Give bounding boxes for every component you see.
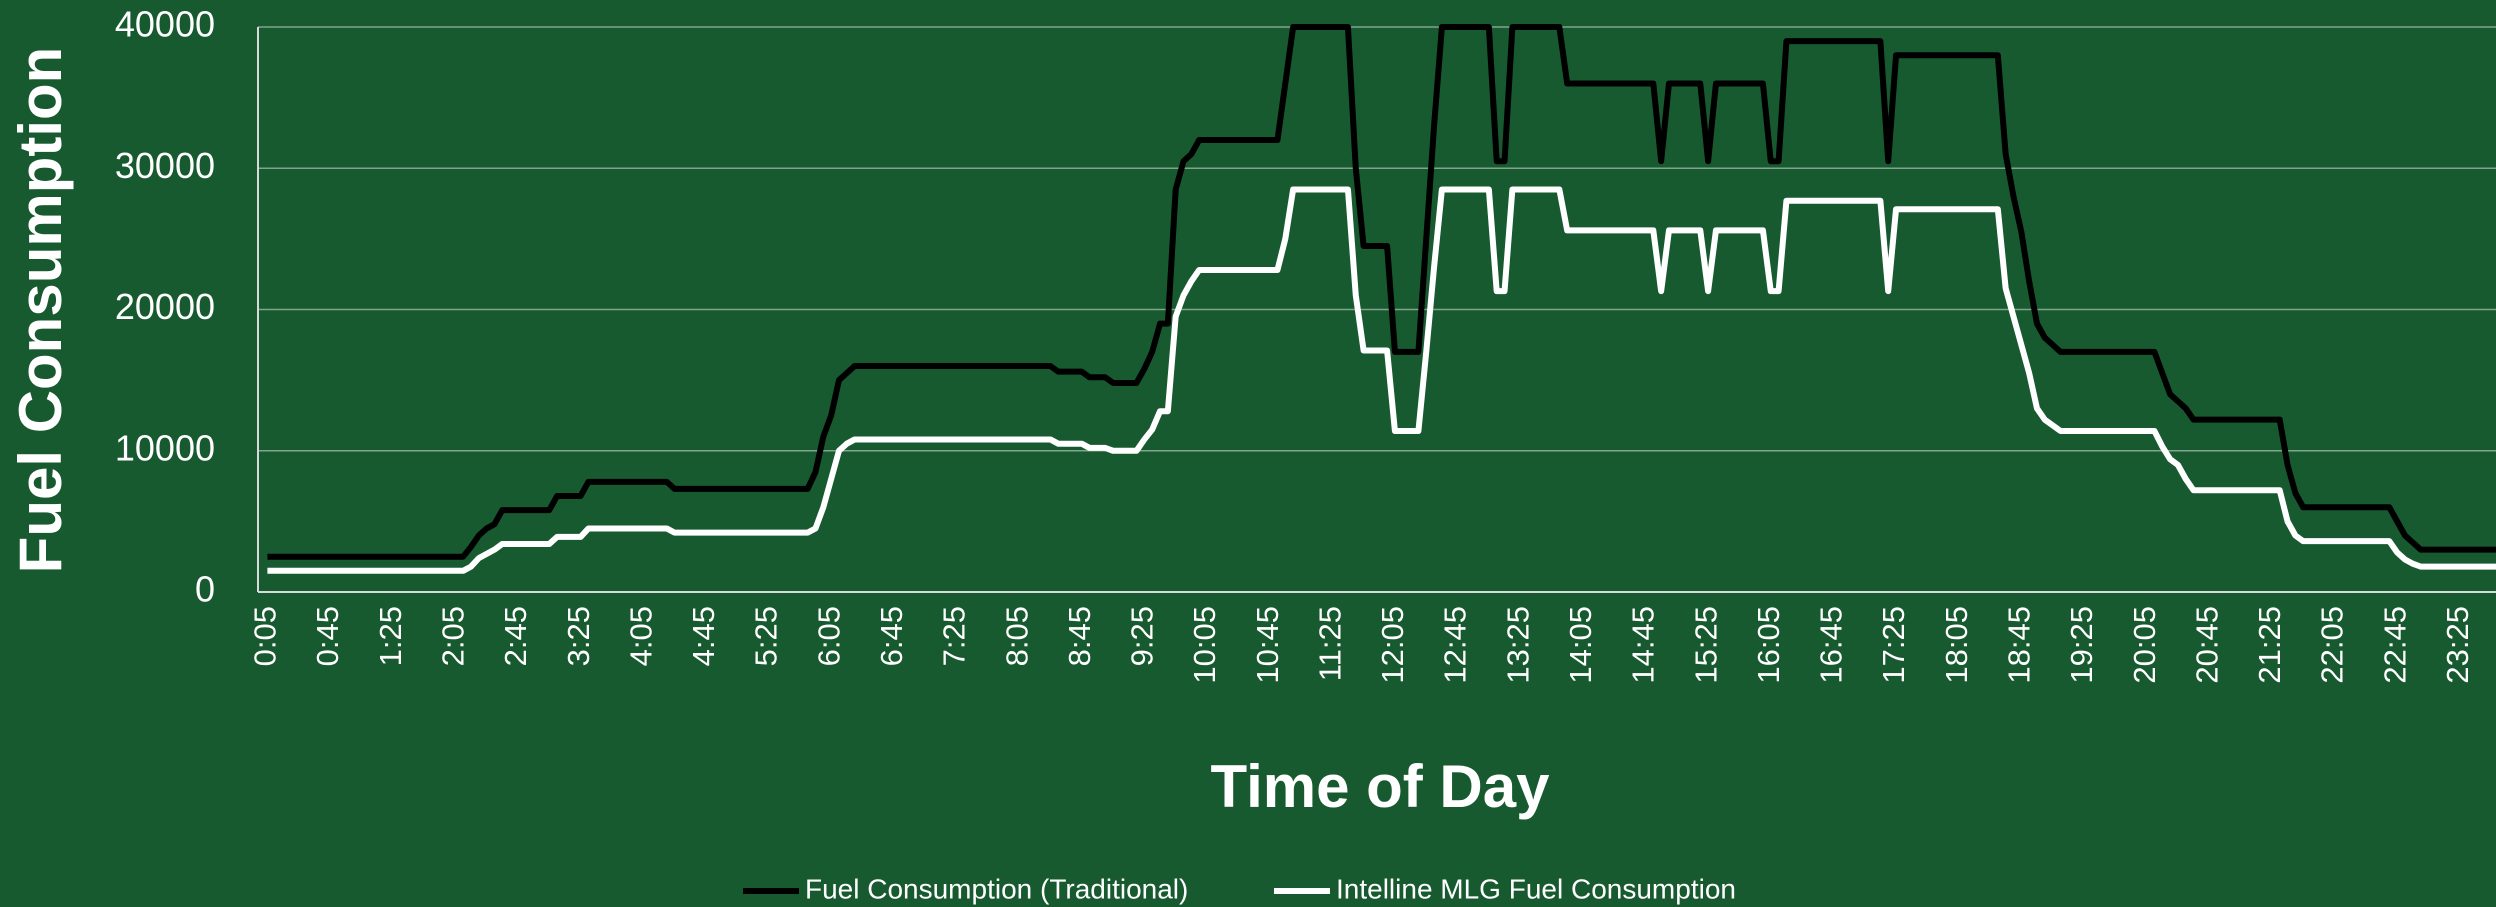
x-tick-label: 6:05 xyxy=(811,606,846,666)
x-tick-label: 11:25 xyxy=(1312,606,1347,681)
x-tick-label: 4:05 xyxy=(623,606,658,666)
x-tick-label: 10:45 xyxy=(1250,606,1285,684)
x-tick-label: 20:05 xyxy=(2127,606,2162,684)
x-tick-label: 5:25 xyxy=(749,606,784,666)
legend-label: Intelline MLG Fuel Consumption xyxy=(1336,873,1736,904)
x-tick-label: 7:25 xyxy=(937,606,972,666)
x-tick-label: 0:45 xyxy=(310,606,345,666)
x-axis-title: Time of Day xyxy=(1211,753,1551,820)
y-tick-label: 30000 xyxy=(115,145,215,186)
x-tick-label: 3:25 xyxy=(561,606,596,666)
x-tick-label: 12:45 xyxy=(1438,606,1473,684)
x-tick-label: 16:45 xyxy=(1814,606,1849,684)
x-tick-label: 16:05 xyxy=(1751,606,1786,684)
x-tick-label: 14:05 xyxy=(1563,606,1598,684)
x-tick-label: 23:25 xyxy=(2440,606,2475,684)
x-tick-label: 15:25 xyxy=(1688,606,1723,684)
x-tick-label: 4:45 xyxy=(686,606,721,666)
x-tick-label: 14:45 xyxy=(1626,606,1661,684)
x-tick-label: 1:25 xyxy=(373,606,408,666)
x-tick-label: 22:05 xyxy=(2315,606,2350,684)
data-line xyxy=(267,24,2496,560)
x-tick-label: 18:45 xyxy=(2002,606,2037,684)
x-tick-label: 9:25 xyxy=(1125,606,1160,666)
x-tick-label: 21:25 xyxy=(2252,606,2287,684)
x-tick-label: 10:05 xyxy=(1187,606,1222,684)
y-tick-label: 20000 xyxy=(115,286,215,327)
legend-label: Fuel Consumption (Traditional) xyxy=(805,873,1188,904)
y-tick-label: 10000 xyxy=(115,427,215,468)
x-tick-label: 19:25 xyxy=(2064,606,2099,684)
x-tick-label: 12:05 xyxy=(1375,606,1410,684)
x-tick-label: 0:05 xyxy=(248,606,283,666)
x-tick-label: 6:45 xyxy=(874,606,909,666)
x-tick-label: 18:05 xyxy=(1939,606,1974,684)
x-tick-label: 22:45 xyxy=(2377,606,2412,684)
x-tick-label: 8:45 xyxy=(1062,606,1097,666)
x-tick-label: 8:05 xyxy=(999,606,1034,666)
x-tick-label: 2:05 xyxy=(436,606,471,666)
x-tick-label: 17:25 xyxy=(1876,606,1911,684)
y-tick-label: 0 xyxy=(195,569,215,610)
x-tick-label: 20:45 xyxy=(2189,606,2224,684)
y-axis-title: Fuel Consumption xyxy=(7,47,74,574)
data-line xyxy=(267,186,2496,574)
x-tick-label: 2:45 xyxy=(498,606,533,666)
x-tick-label: 13:25 xyxy=(1500,606,1535,684)
y-tick-label: 40000 xyxy=(115,4,215,45)
